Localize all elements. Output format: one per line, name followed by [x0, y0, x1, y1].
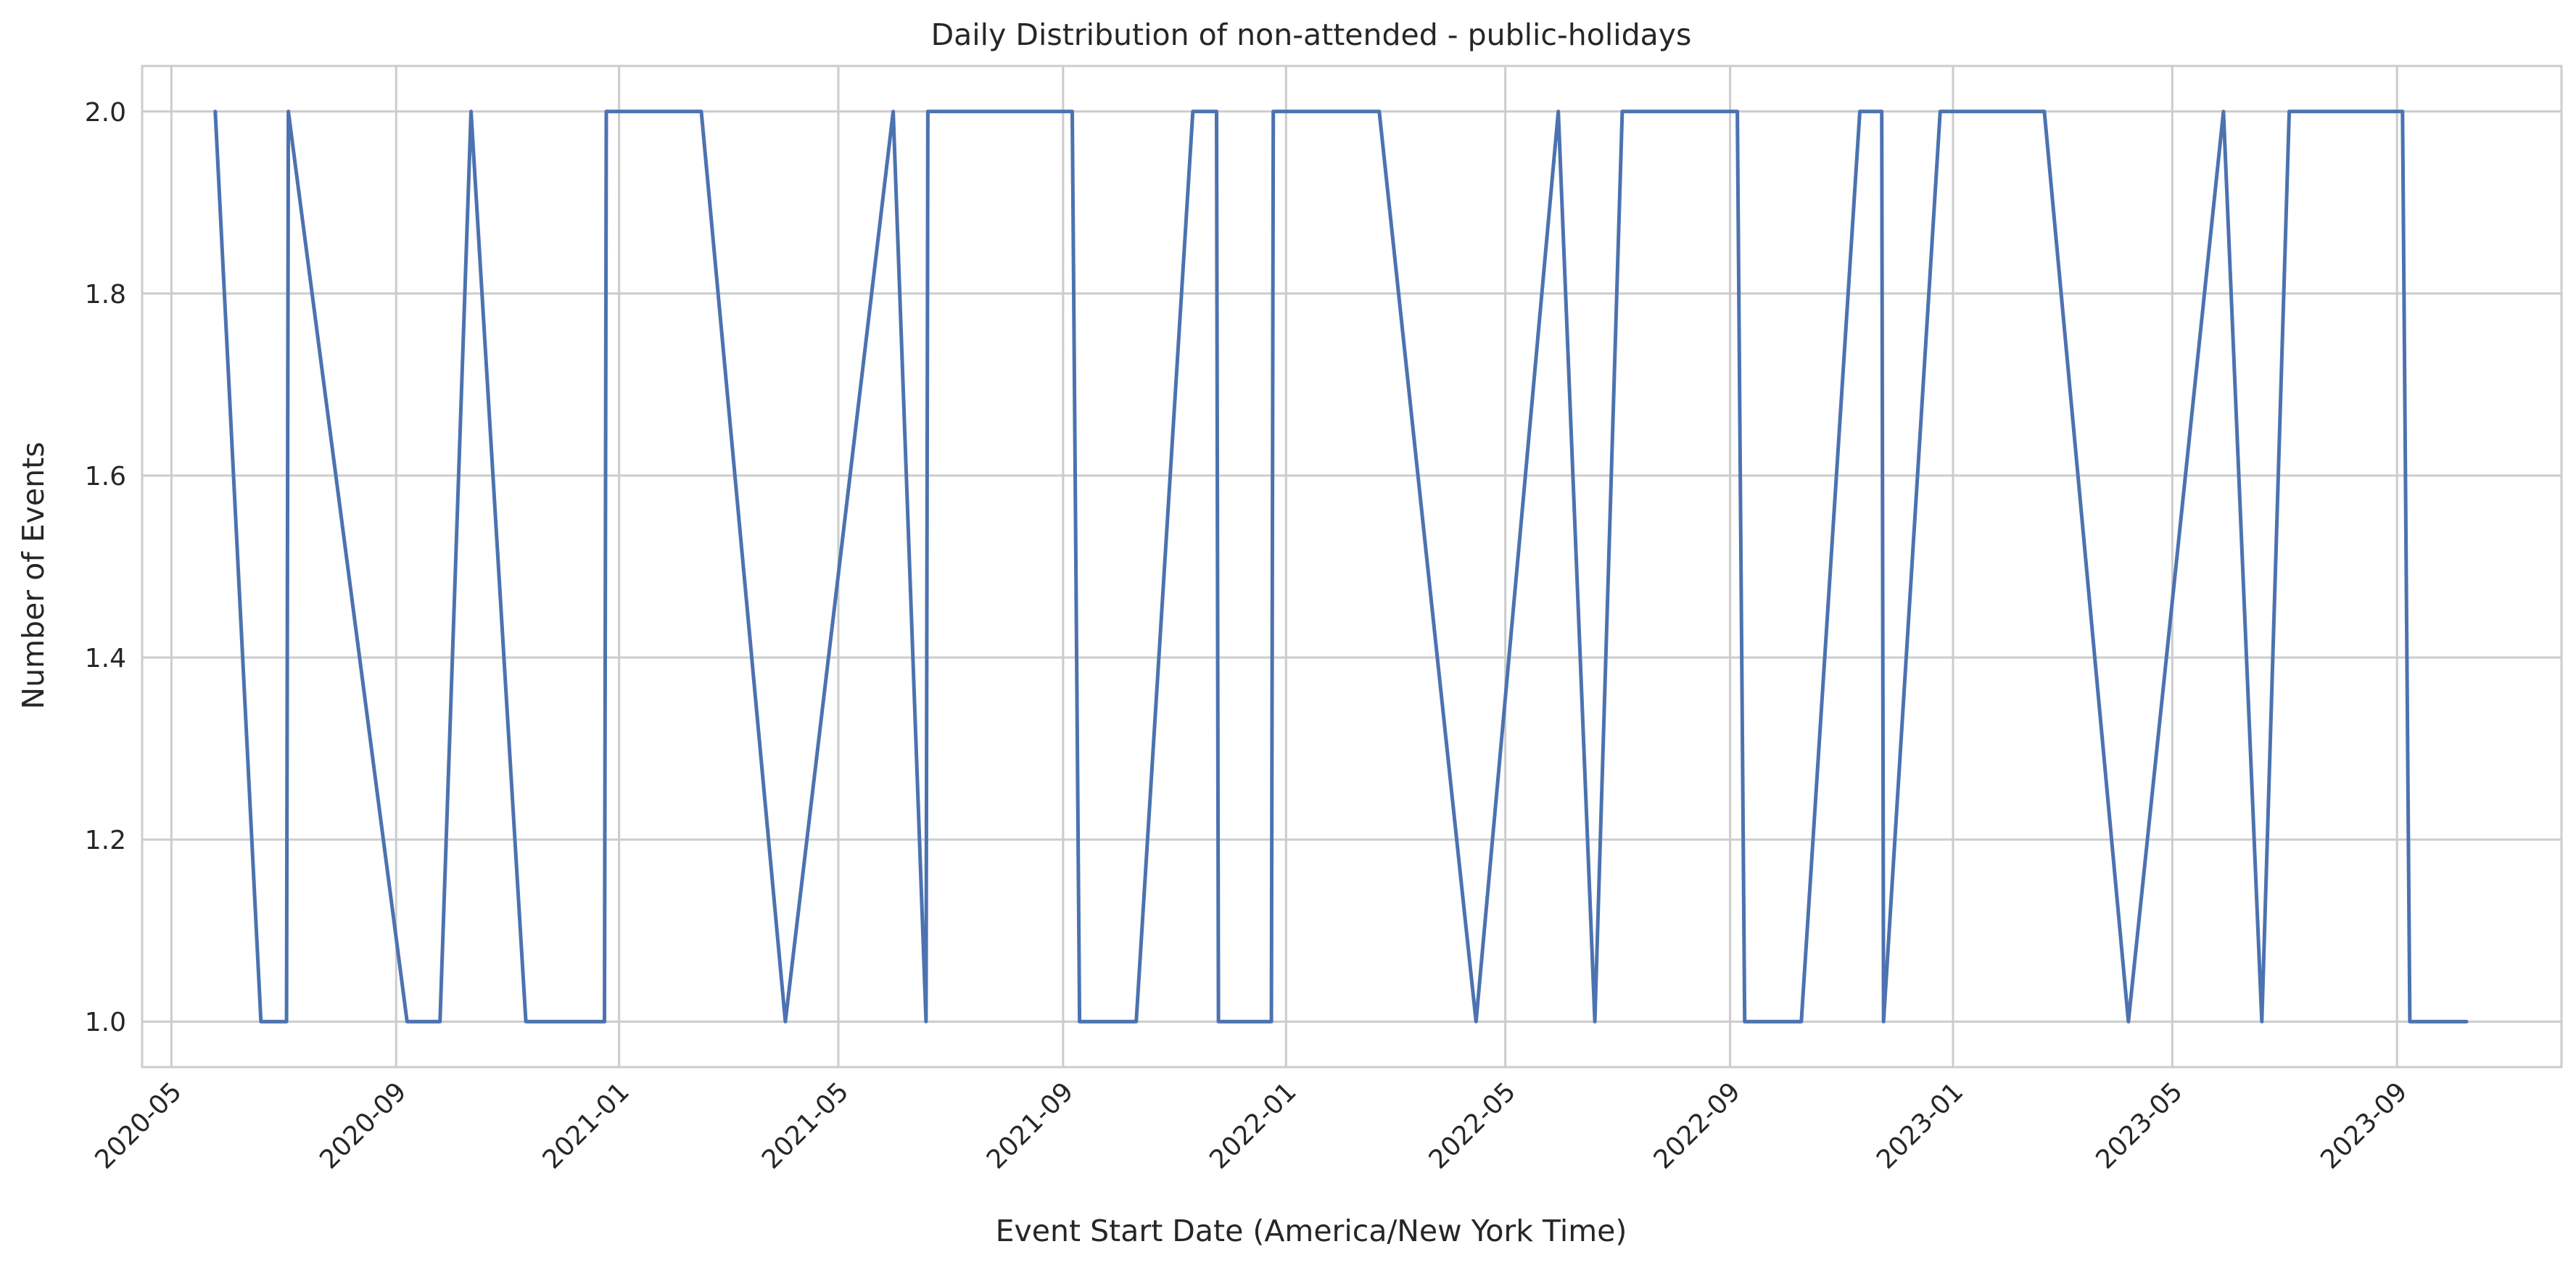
data-point: [285, 1020, 288, 1023]
data-point: [1939, 110, 1941, 113]
data-point: [926, 110, 929, 113]
data-point: [260, 1020, 263, 1023]
data-point: [1215, 110, 1218, 113]
data-point: [1378, 110, 1381, 113]
data-point: [287, 110, 290, 113]
data-point: [1621, 110, 1624, 113]
data-point: [2465, 1020, 2468, 1023]
data-point: [954, 110, 957, 113]
data-point: [956, 110, 959, 113]
data-point: [618, 110, 621, 113]
data-point: [1743, 1020, 1746, 1023]
data-point: [470, 110, 472, 113]
y-tick-label: 2.0: [85, 98, 126, 128]
data-point: [2043, 110, 2046, 113]
plot-area-frame: [141, 65, 2563, 1069]
data-point: [405, 1020, 408, 1023]
data-point: [649, 110, 651, 113]
y-tick-label: 1.4: [85, 644, 126, 673]
data-point: [1979, 110, 1982, 113]
data-point: [1192, 110, 1194, 113]
y-tick-label: 1.0: [85, 1008, 126, 1037]
data-point: [1071, 110, 1073, 113]
x-axis-label: Event Start Date (America/New York Time): [996, 1214, 1627, 1248]
data-point: [214, 110, 217, 113]
data-point: [524, 1020, 527, 1023]
data-point: [2288, 110, 2291, 113]
data-point: [892, 110, 895, 113]
data-point: [2127, 1020, 2130, 1023]
data-point: [925, 1020, 928, 1023]
data-point: [439, 1020, 442, 1023]
data-point: [1800, 1020, 1803, 1023]
data-point: [700, 110, 703, 113]
y-axis-label: Number of Events: [16, 441, 51, 709]
y-axis-ticks: 1.0 1.2 1.4 1.6 1.8 2.0: [85, 98, 126, 1037]
series-layer: [213, 109, 2469, 1024]
data-point: [605, 110, 608, 113]
data-point: [603, 1020, 606, 1023]
data-point: [1135, 1020, 1138, 1023]
data-point: [1736, 110, 1739, 113]
data-point: [1474, 1020, 1477, 1023]
data-point: [1882, 1020, 1885, 1023]
data-point: [1859, 110, 1861, 113]
data-point: [552, 1020, 555, 1023]
data-point: [1557, 110, 1560, 113]
data-point: [1881, 110, 1883, 113]
y-tick-label: 1.2: [85, 826, 126, 855]
y-tick-label: 1.8: [85, 280, 126, 310]
chart-title: Daily Distribution of non-attended - pub…: [931, 17, 1692, 52]
data-point: [1954, 110, 1956, 113]
data-point: [1272, 110, 1275, 113]
data-point: [784, 1020, 787, 1023]
data-point: [2401, 110, 2404, 113]
data-point: [2222, 110, 2225, 113]
data-point: [2408, 1020, 2411, 1023]
y-tick-label: 1.6: [85, 462, 126, 492]
data-point: [1217, 1020, 1220, 1023]
data-point: [2261, 1020, 2263, 1023]
data-point: [1078, 1020, 1081, 1023]
data-point: [1593, 1020, 1596, 1023]
data-point: [1270, 1020, 1273, 1023]
data-point: [1314, 110, 1317, 113]
